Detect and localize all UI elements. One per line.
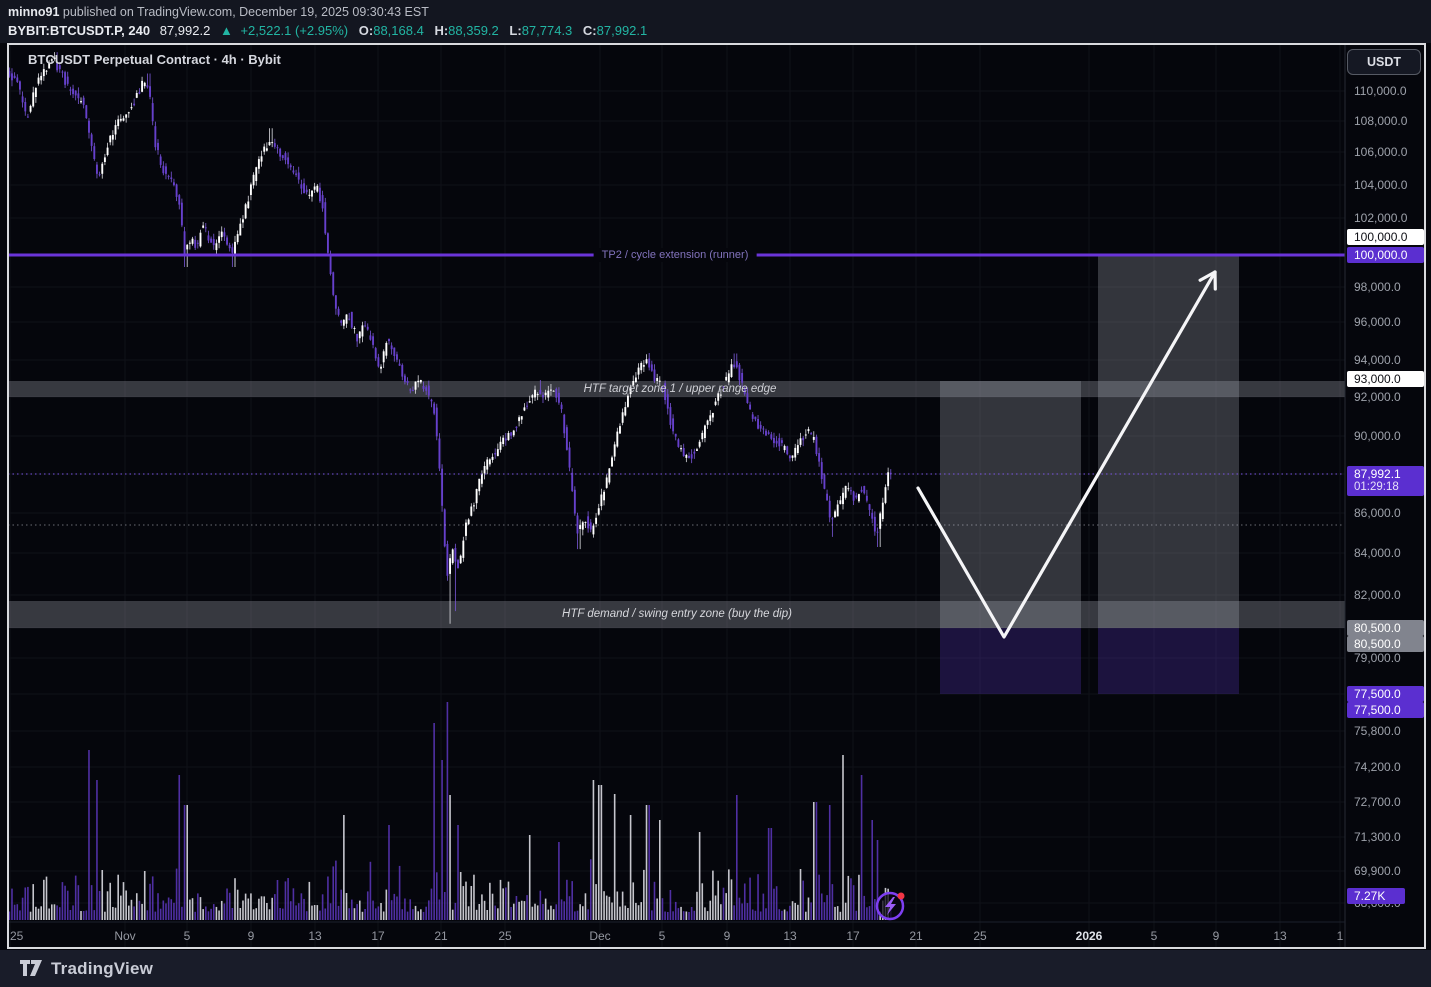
close-label: C: [582,23,597,38]
target-zone-band[interactable] [8,381,1345,397]
currency-unit-button[interactable]: USDT [1347,49,1421,75]
gridlines [8,44,1345,948]
tradingview-logo[interactable]: TradingView [20,958,153,979]
volume-layer [8,702,892,920]
projection-box-4[interactable] [1098,628,1239,694]
close-value: 87,992.1 [596,23,648,38]
projection-box-1[interactable] [940,381,1081,628]
lightning-bolt-icon [885,897,896,915]
projection-arrow[interactable] [916,270,1217,639]
chart-title: BTCUSDT Perpetual Contract · 4h · Bybit [28,52,281,67]
publish-info-line: minno91 published on TradingView.com, De… [8,5,429,19]
demand-zone-band[interactable] [8,601,1345,628]
high-value: 88,359.2 [448,23,499,38]
chart-background [0,43,1431,950]
tradingview-logo-icon [20,960,42,976]
up-arrow-icon: ▲ [219,23,233,38]
last-price: 87,992.2 [159,23,211,38]
candles-layer [8,57,892,576]
symbol-name: BYBIT:BTCUSDT.P, 240 [8,23,151,38]
projection-arrowhead [1198,270,1217,282]
tradingview-logo-text: TradingView [51,958,154,978]
publisher-name: minno91 [8,5,60,19]
projection-box-2[interactable] [940,628,1081,694]
projection-box-3[interactable] [1098,255,1239,628]
footer-bar: TradingView [0,950,1431,987]
low-label: L: [509,23,522,38]
low-value: 87,774.3 [521,23,573,38]
open-value: 88,168.4 [373,23,424,38]
high-label: H: [434,23,449,38]
publish-date-text: published on TradingView.com, December 1… [59,5,429,19]
marker-notification-dot [897,892,905,900]
open-label: O: [358,23,374,38]
price-change: +2,522.1 (+2.95%) [240,23,349,38]
publication-header: minno91 published on TradingView.com, De… [0,0,1431,43]
symbol-info-bar: BYBIT:BTCUSDT.P, 240 87,992.2 ▲ +2,522.1… [8,23,647,38]
